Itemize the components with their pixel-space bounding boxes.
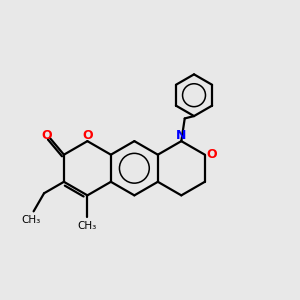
Text: O: O [206,148,217,161]
Text: CH₃: CH₃ [78,221,97,231]
Text: O: O [41,129,52,142]
Text: O: O [82,129,93,142]
Text: N: N [176,129,187,142]
Text: CH₃: CH₃ [21,215,40,225]
